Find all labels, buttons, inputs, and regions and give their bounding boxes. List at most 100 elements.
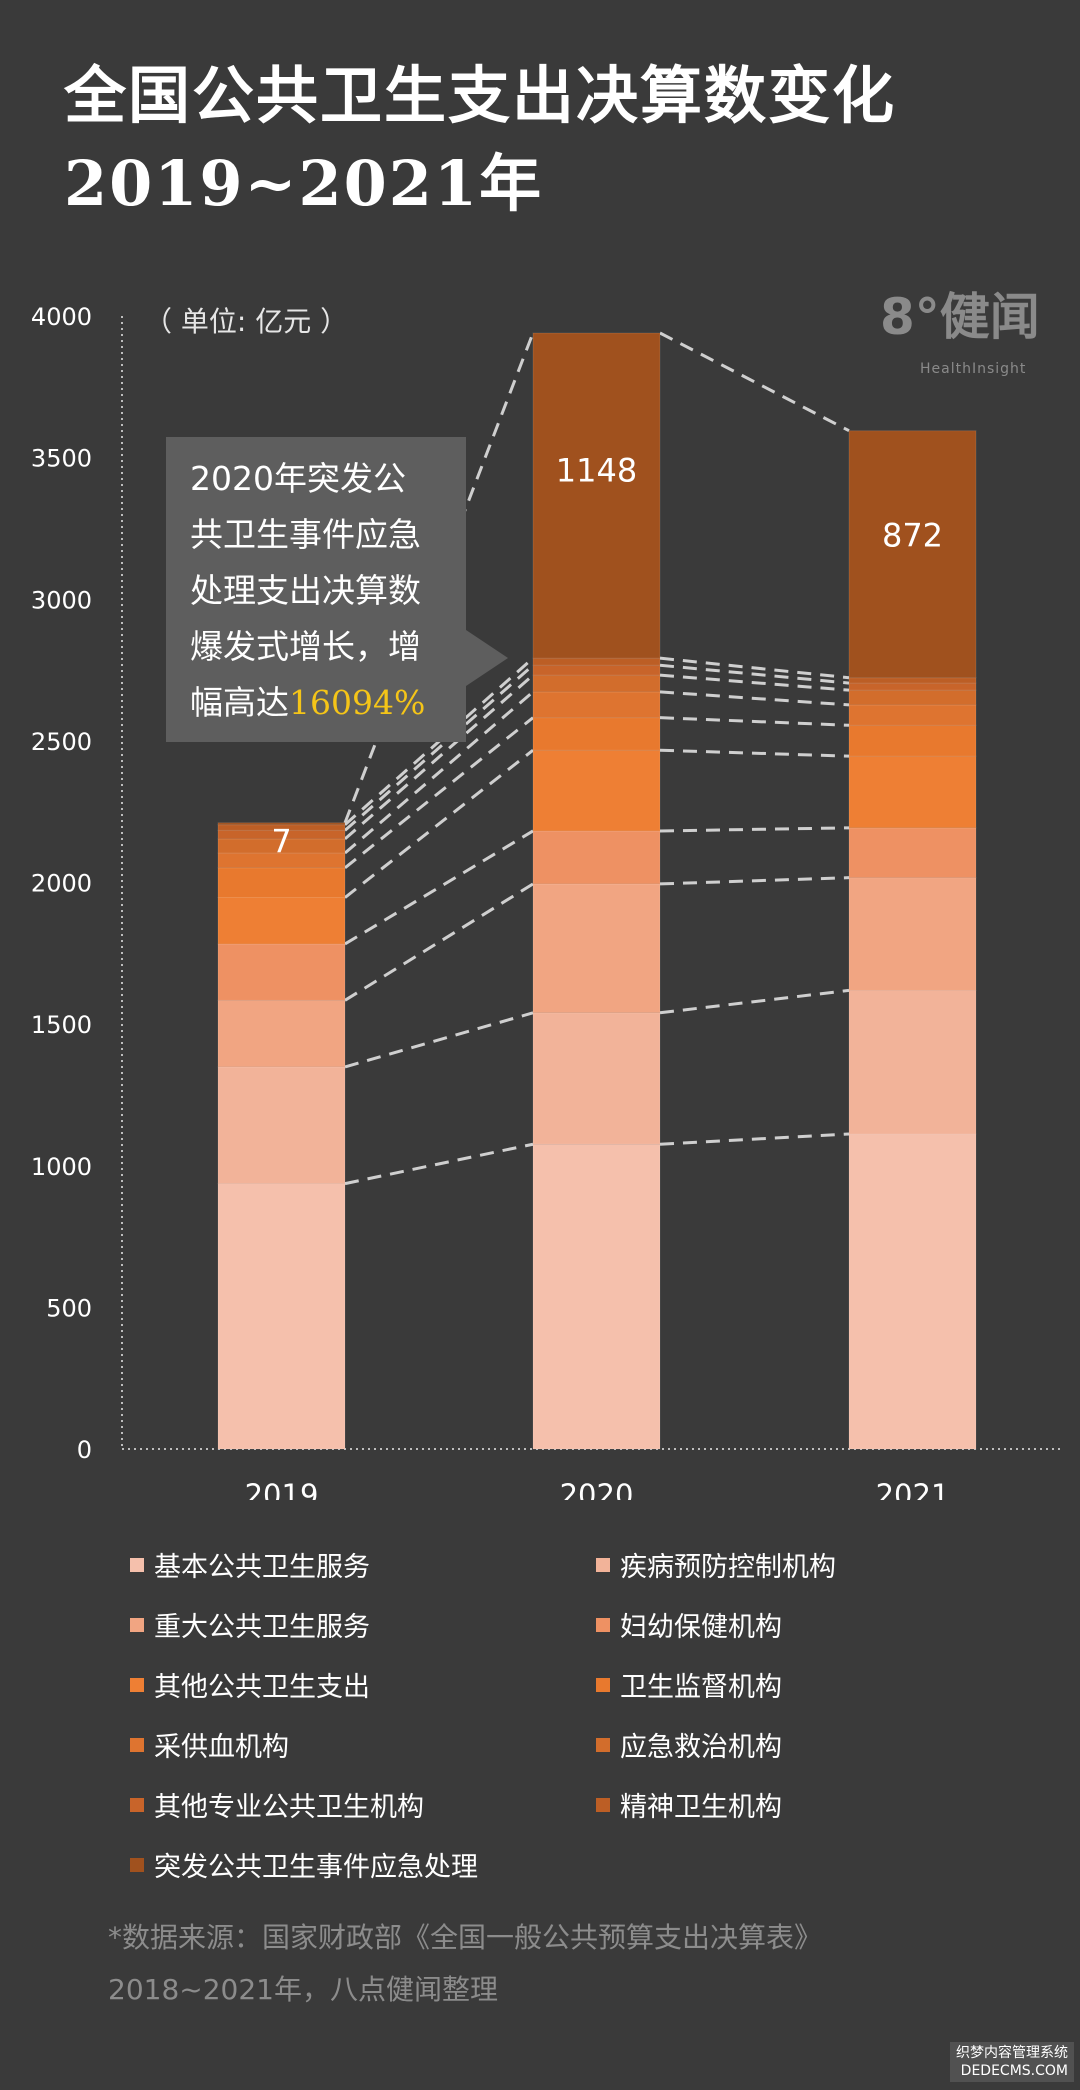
y-tick-label: 3500 — [31, 445, 92, 473]
data-source: *数据来源：国家财政部《全国一般公共预算支出决算表》 2018~2021年，八点… — [108, 1912, 822, 2016]
watermark-line-1: 织梦内容管理系统 — [956, 2045, 1068, 2061]
legend-label: 重大公共卫生服务 — [154, 1612, 370, 1643]
bar-segment — [532, 691, 661, 719]
bar-segment — [848, 677, 977, 684]
legend-swatch — [596, 1797, 610, 1812]
legend-label: 卫生监督机构 — [620, 1672, 782, 1703]
legend-swatch — [130, 1857, 144, 1872]
data-label: 7 — [271, 823, 291, 861]
callout-box: 2020年突发公 共卫生事件应急 处理支出决算数 爆发式增长，增 幅高达1609… — [166, 437, 466, 742]
bar-segment — [217, 897, 346, 945]
connector-line — [659, 331, 850, 433]
page-title: 全国公共卫生支出决算数变化 2019~2021年 — [64, 52, 896, 228]
legend-swatch — [130, 1797, 144, 1812]
legend-swatch — [596, 1617, 610, 1632]
legend-label: 突发公共卫生事件应急处理 — [154, 1852, 478, 1883]
legend-swatch — [596, 1677, 610, 1692]
bar-segment — [848, 430, 977, 679]
connector-line — [344, 1142, 534, 1186]
y-tick-label: 1000 — [31, 1153, 92, 1181]
bar-segment — [848, 724, 977, 757]
connector-line — [659, 656, 850, 680]
connector-line — [344, 690, 534, 855]
bar-segment — [848, 827, 977, 879]
legend-item: 重大公共卫生服务 — [130, 1605, 370, 1644]
bar-segment — [217, 867, 346, 899]
legend-label: 精神卫生机构 — [620, 1792, 782, 1823]
x-tick-label: 2020 — [560, 1478, 634, 1500]
callout-highlight: 16094% — [289, 683, 426, 722]
stacked-bar-chart: 0 500 1000 1500 2000 2500 3000 3500 4000 2019 2020… — [31, 303, 1060, 1500]
title-line-2: 2019~2021年 — [64, 147, 544, 220]
legend-label: 其他公共卫生支出 — [154, 1672, 370, 1703]
unit-label: （ 单位: 亿元 ） — [144, 305, 349, 338]
bar-segment — [848, 689, 977, 706]
legend-swatch — [130, 1557, 144, 1572]
bar-segment — [217, 829, 346, 840]
watermark-line-2: DEDECMS.COM — [960, 2063, 1068, 2079]
bar-segment — [848, 877, 977, 991]
bar-segment — [217, 943, 346, 1001]
bar-segment — [532, 717, 661, 751]
connector-line — [344, 749, 534, 899]
legend-swatch — [596, 1557, 610, 1572]
callout-line-2: 共卫生事件应急 — [190, 515, 421, 554]
legend-item: 精神卫生机构 — [596, 1785, 782, 1824]
source-line-2: 2018~2021年，八点健闻整理 — [108, 1973, 498, 2006]
bar-segment — [848, 1133, 977, 1450]
legend-item: 卫生监督机构 — [596, 1665, 782, 1704]
legend-item: 基本公共卫生服务 — [130, 1545, 370, 1584]
connector-line — [659, 673, 850, 692]
bar-segment — [532, 883, 661, 1014]
legend-item: 其他专业公共卫生机构 — [130, 1785, 424, 1824]
callout-line-3: 处理支出决算数 — [190, 571, 421, 610]
bar-segment — [532, 830, 661, 885]
y-tick-label: 500 — [46, 1294, 92, 1322]
connector-line — [659, 690, 850, 707]
legend-item: 突发公共卫生事件应急处理 — [130, 1845, 478, 1884]
x-tick-label: 2021 — [876, 1478, 950, 1500]
legend-swatch — [130, 1737, 144, 1752]
brand-logo: 8°健闻 HealthInsight — [880, 292, 1040, 394]
legend-item: 疾病预防控制机构 — [596, 1545, 836, 1584]
connector-line — [344, 716, 534, 869]
legend-label: 其他专业公共卫生机构 — [154, 1792, 424, 1823]
connector-line — [659, 988, 850, 1015]
logo-sub: HealthInsight — [920, 361, 1027, 377]
connector-line — [659, 826, 850, 833]
connector-line — [659, 1132, 850, 1146]
bar-segment — [217, 822, 346, 826]
bar-segment — [532, 1012, 661, 1145]
legend-label: 妇幼保健机构 — [620, 1612, 782, 1643]
connector-line — [344, 664, 534, 832]
bar-segment — [532, 332, 661, 659]
connector-line — [659, 748, 850, 758]
bar-segment — [848, 755, 977, 829]
data-label: 872 — [882, 516, 943, 554]
callout-arrow — [466, 630, 508, 686]
bar-segment — [848, 704, 977, 726]
bar-segment — [217, 1066, 346, 1185]
connector-line — [344, 1011, 534, 1069]
y-tick-label: 3000 — [31, 586, 92, 614]
callout-prefix: 幅高达 — [190, 683, 289, 722]
data-label: 1148 — [556, 452, 637, 490]
y-tick-label: 2000 — [31, 870, 92, 898]
bar-segment — [848, 989, 977, 1135]
bar-segment — [848, 682, 977, 691]
legend-swatch — [130, 1677, 144, 1692]
bar-segment — [532, 674, 661, 693]
bar-segment — [217, 1183, 346, 1450]
title-line-1: 全国公共卫生支出决算数变化 — [64, 59, 897, 132]
bar-segment — [532, 657, 661, 666]
legend-item: 妇幼保健机构 — [596, 1605, 782, 1644]
y-tick-label: 1500 — [31, 1011, 92, 1039]
connector-line — [344, 829, 534, 946]
legend-swatch — [130, 1617, 144, 1632]
legend-label: 应急救治机构 — [620, 1732, 782, 1763]
legend-item: 应急救治机构 — [596, 1725, 782, 1764]
bar-segment — [532, 664, 661, 676]
watermark: 织梦内容管理系统 DEDECMS.COM — [950, 2042, 1074, 2082]
legend-label: 采供血机构 — [154, 1732, 289, 1763]
callout-line-5: 幅高达16094% — [190, 675, 446, 731]
